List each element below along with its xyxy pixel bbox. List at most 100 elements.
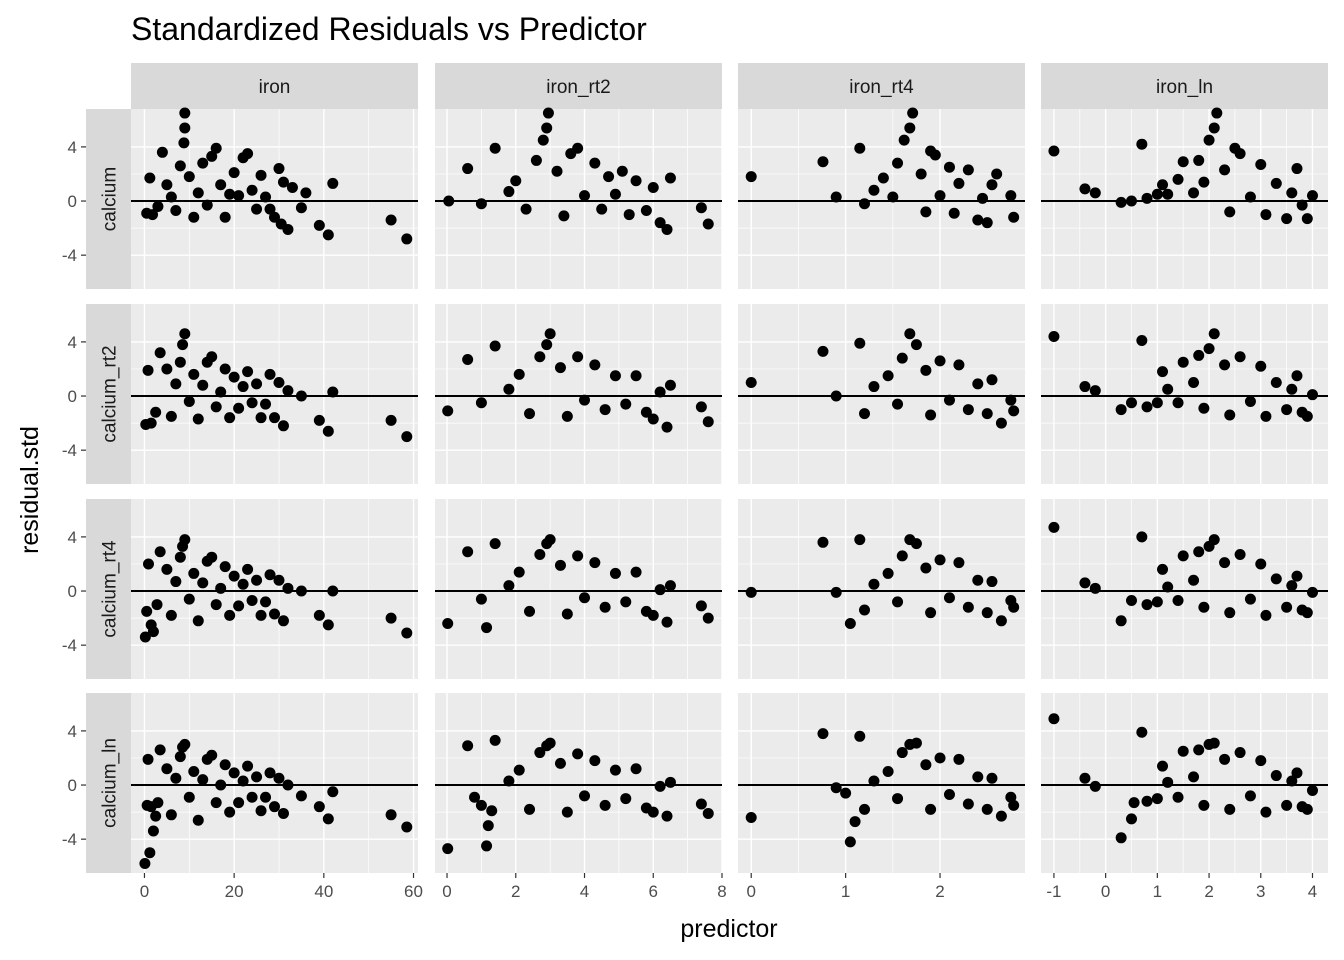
data-point [1048, 145, 1060, 157]
data-point [986, 374, 998, 386]
data-point [661, 616, 673, 628]
data-point [385, 414, 397, 426]
data-point [295, 202, 307, 214]
data-point [183, 593, 195, 605]
data-point [1048, 330, 1060, 342]
data-point [854, 730, 866, 742]
data-point [152, 797, 164, 809]
data-point [664, 580, 676, 592]
data-point [170, 378, 182, 390]
panel-background [738, 693, 1025, 873]
panel-background [131, 693, 418, 873]
data-point [1244, 593, 1256, 605]
data-point [830, 586, 842, 598]
data-point [1244, 191, 1256, 203]
data-point [183, 395, 195, 407]
data-point [165, 410, 177, 422]
x-tick-label: 6 [649, 882, 658, 901]
data-point [1219, 557, 1231, 569]
data-point [572, 351, 584, 363]
data-point [233, 600, 245, 612]
data-point [1115, 832, 1127, 844]
data-point [542, 107, 554, 119]
x-tick-label: 2 [511, 882, 520, 901]
data-point [295, 390, 307, 402]
data-point [197, 157, 209, 169]
data-point [188, 211, 200, 223]
data-point [561, 608, 573, 620]
data-point [273, 772, 285, 784]
data-point [282, 582, 294, 594]
y-tick-label: 4 [68, 722, 77, 741]
data-point [962, 798, 974, 810]
data-point [981, 217, 993, 229]
data-point [695, 600, 707, 612]
data-point [273, 376, 285, 388]
data-point [385, 214, 397, 226]
data-point [1306, 389, 1318, 401]
data-point [892, 398, 904, 410]
data-point [178, 137, 190, 149]
data-point [620, 793, 632, 805]
data-point [206, 351, 218, 363]
panel-background [1041, 499, 1328, 679]
data-point [1291, 767, 1303, 779]
data-point [1198, 176, 1210, 188]
data-point [481, 840, 493, 852]
data-point [702, 416, 714, 428]
data-point [489, 734, 501, 746]
data-point [534, 548, 546, 560]
data-point [640, 406, 652, 418]
data-point [991, 168, 1003, 180]
data-point [443, 195, 455, 207]
x-tick-label: 1 [1153, 882, 1162, 901]
data-point [630, 370, 642, 382]
data-point [260, 398, 272, 410]
data-point [152, 200, 164, 212]
data-point [702, 807, 714, 819]
data-point [953, 177, 965, 189]
data-point [1115, 615, 1127, 627]
data-point [142, 364, 154, 376]
data-point [1234, 351, 1246, 363]
data-point [830, 390, 842, 402]
data-point [859, 803, 871, 815]
data-point [251, 203, 263, 215]
data-point [282, 779, 294, 791]
data-point [554, 362, 566, 374]
data-point [462, 353, 474, 365]
row-strip-label: calcium_rt4 [100, 540, 121, 638]
data-point [513, 566, 525, 578]
data-point [246, 595, 258, 607]
data-point [1255, 558, 1267, 570]
x-tick-label: 60 [404, 882, 423, 901]
data-point [1208, 328, 1220, 340]
data-point [1089, 385, 1101, 397]
data-point [579, 592, 591, 604]
data-point [156, 146, 168, 158]
data-point [233, 402, 245, 414]
x-tick-label: 0 [1101, 882, 1110, 901]
data-point [1301, 410, 1313, 422]
data-point [892, 157, 904, 169]
data-point [1255, 360, 1267, 372]
data-point [228, 767, 240, 779]
data-point [277, 807, 289, 819]
data-point [503, 186, 515, 198]
data-point [1193, 744, 1205, 756]
data-point [986, 179, 998, 191]
data-point [620, 596, 632, 608]
data-point [609, 370, 621, 382]
data-point [385, 809, 397, 821]
data-point [589, 359, 601, 371]
facet-panel [738, 304, 1025, 484]
data-point [1291, 570, 1303, 582]
data-point [327, 177, 339, 189]
data-point [1136, 726, 1148, 738]
data-point [161, 179, 173, 191]
facet-panel [435, 304, 723, 484]
data-point [1306, 784, 1318, 796]
y-tick-label: -4 [62, 441, 77, 460]
row-strip-bg [86, 304, 131, 484]
data-point [1224, 607, 1236, 619]
